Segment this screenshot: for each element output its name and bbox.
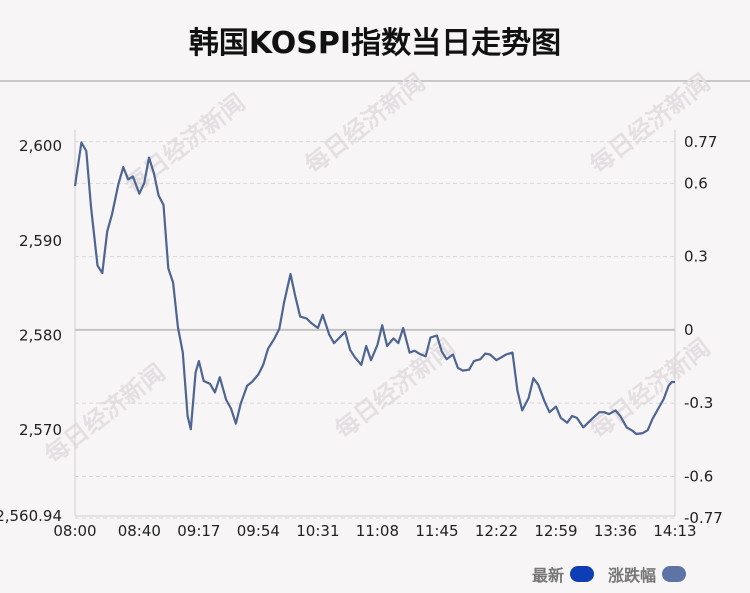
watermark-text: 每日经济新闻 bbox=[40, 358, 171, 469]
left-axis-tick-label: 2,580 bbox=[19, 327, 62, 345]
x-axis-tick-label: 10:31 bbox=[296, 522, 339, 540]
x-axis-tick-label: 09:17 bbox=[177, 522, 220, 540]
right-axis-tick-label: 0 bbox=[684, 321, 694, 339]
legend-label-change: 涨跌幅 bbox=[608, 566, 657, 585]
x-axis-tick-label: 12:59 bbox=[534, 522, 577, 540]
x-axis-tick-label: 11:45 bbox=[415, 522, 458, 540]
x-axis-tick-label: 08:40 bbox=[118, 522, 161, 540]
x-axis-tick-label: 11:08 bbox=[356, 522, 399, 540]
left-axis-tick-label: 2,570 bbox=[19, 421, 62, 439]
x-axis-tick-label: 08:00 bbox=[53, 522, 96, 540]
watermark-text: 每日经济新闻 bbox=[585, 68, 716, 179]
watermark-text: 每日经济新闻 bbox=[300, 68, 431, 179]
legend-swatch-latest bbox=[570, 566, 595, 582]
right-axis-tick-label: 0.6 bbox=[684, 174, 708, 192]
right-axis-tick-label: 0.77 bbox=[684, 133, 717, 151]
x-axis-tick-label: 13:36 bbox=[594, 522, 637, 540]
right-axis-tick-label: -0.6 bbox=[684, 467, 713, 485]
left-axis-tick-label: 2,560.94 bbox=[0, 507, 62, 525]
watermark-text: 每日经济新闻 bbox=[120, 88, 251, 199]
x-axis-tick-label: 09:54 bbox=[237, 522, 280, 540]
legend-swatch-change bbox=[662, 566, 687, 582]
left-axis-tick-label: 2,600 bbox=[19, 137, 62, 155]
left-axis-tick-label: 2,590 bbox=[19, 232, 62, 250]
x-axis-tick-label: 14:13 bbox=[653, 522, 696, 540]
x-axis-tick-label: 12:22 bbox=[475, 522, 518, 540]
right-axis-tick-label: -0.77 bbox=[684, 509, 723, 527]
series-line-latest bbox=[73, 141, 675, 436]
chart-title: 韩国KOSPI指数当日走势图 bbox=[188, 26, 562, 61]
watermark-text: 每日经济新闻 bbox=[585, 333, 716, 444]
legend-label-latest: 最新 bbox=[532, 566, 565, 585]
legend-item-change[interactable]: 涨跌幅 bbox=[608, 564, 687, 585]
legend-item-latest[interactable]: 最新 bbox=[532, 564, 595, 585]
title-divider bbox=[0, 80, 750, 82]
right-axis-tick-label: -0.3 bbox=[684, 394, 713, 412]
right-axis-tick-label: 0.3 bbox=[684, 248, 708, 266]
